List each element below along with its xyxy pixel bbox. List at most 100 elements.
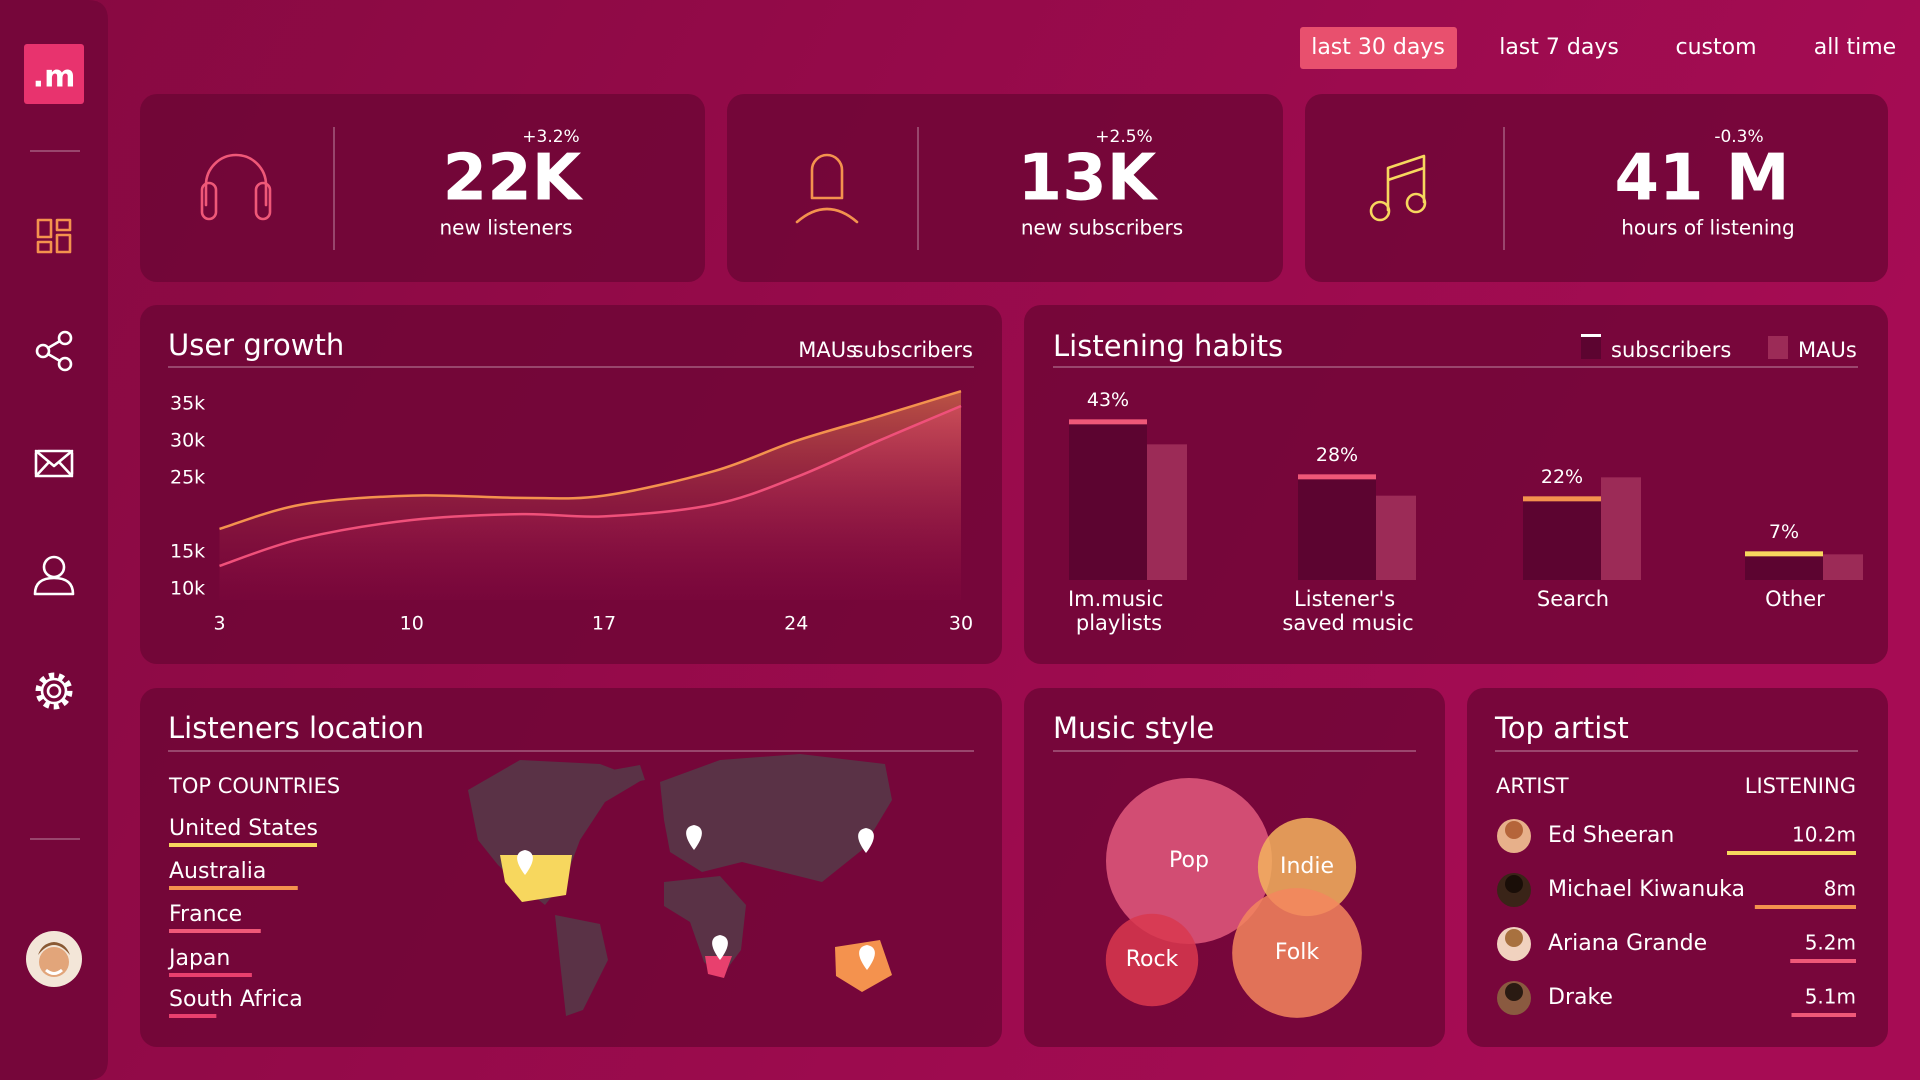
map-highlight <box>705 956 732 978</box>
artist-name[interactable]: Ed Sheeran <box>1548 823 1674 848</box>
kpi-label: hours of listening <box>1621 216 1795 240</box>
value-label: 28% <box>1316 444 1358 466</box>
card-title: Listening habits <box>1053 329 1283 363</box>
bar-accent <box>1298 474 1376 480</box>
user-avatar[interactable] <box>26 931 82 987</box>
logo-box[interactable] <box>24 44 84 104</box>
filter-option[interactable]: last 30 days <box>1311 35 1445 60</box>
column-header: ARTIST <box>1496 774 1569 798</box>
value-label: 43% <box>1087 389 1129 411</box>
value-label: 7% <box>1769 521 1799 543</box>
map-pins <box>517 825 875 970</box>
category-label: Other <box>1765 587 1825 611</box>
artist-name[interactable]: Michael Kiwanuka <box>1548 877 1745 902</box>
category-label: Im.music playlists <box>1068 587 1170 635</box>
map-highlight <box>500 855 572 902</box>
mail-icon[interactable] <box>34 449 74 478</box>
x-tick-label: 17 <box>592 613 616 635</box>
artist-name[interactable]: Drake <box>1548 985 1613 1010</box>
artist-avatar-hair <box>1505 929 1523 947</box>
share-icon[interactable] <box>35 330 73 372</box>
country-bar <box>169 973 252 977</box>
bar-accent <box>1523 496 1601 502</box>
listening-bar <box>1727 851 1856 855</box>
kpi-value: 41 M <box>1614 142 1789 216</box>
x-tick-label: 24 <box>784 613 808 635</box>
y-tick-label: 25k <box>170 466 205 488</box>
kpi-change: +3.2% <box>522 127 579 147</box>
bar <box>1298 477 1376 580</box>
x-tick-label: 30 <box>949 613 973 635</box>
artist-name[interactable]: Ariana Grande <box>1548 931 1707 956</box>
bubble-label: Folk <box>1275 940 1319 965</box>
dashboard-icon[interactable] <box>36 218 72 254</box>
top-artist-card <box>1467 688 1888 1047</box>
bar <box>1745 554 1823 580</box>
category-label: Listener's saved music <box>1282 587 1413 635</box>
kpi-change: +2.5% <box>1095 127 1152 147</box>
legend-label[interactable]: MAUs <box>798 338 857 362</box>
country-label[interactable]: France <box>169 902 242 927</box>
column-header: LISTENING <box>1745 774 1856 798</box>
card-title: Listeners location <box>168 711 424 745</box>
listening-habits-card <box>1024 305 1888 664</box>
card-title: Top artist <box>1494 711 1629 745</box>
legend-label[interactable]: MAUs <box>1798 338 1857 362</box>
kpi-value: 13K <box>1018 142 1159 216</box>
bubble-label: Pop <box>1169 848 1209 873</box>
sidebar <box>0 0 108 1080</box>
bubble <box>1105 913 1199 1007</box>
filter-option[interactable]: custom <box>1675 35 1756 60</box>
bubble-label: Indie <box>1280 854 1334 879</box>
legend-swatch <box>1581 336 1601 359</box>
person-icon <box>795 153 859 224</box>
y-tick-label: 15k <box>170 540 205 562</box>
artist-avatar-hair <box>1505 821 1523 839</box>
bubble <box>1232 888 1362 1018</box>
listening-bar <box>1790 959 1856 963</box>
settings-icon[interactable] <box>35 672 73 710</box>
category-label: Search <box>1537 587 1609 611</box>
artist-avatar-hair <box>1505 983 1523 1001</box>
user-icon[interactable] <box>33 555 75 596</box>
bar <box>1069 422 1147 580</box>
listening-value: 5.2m <box>1805 931 1856 955</box>
line <box>219 404 962 568</box>
legend-label[interactable]: subscribers <box>1611 338 1731 362</box>
country-bar <box>169 886 298 890</box>
country-label[interactable]: Australia <box>169 859 266 884</box>
filter-option[interactable]: last 7 days <box>1499 35 1619 60</box>
country-label[interactable]: South Africa <box>169 987 303 1012</box>
bar-accent <box>1069 419 1147 425</box>
legend-label[interactable]: subscribers <box>853 338 973 362</box>
country-bar <box>169 929 261 933</box>
country-label[interactable]: United States <box>169 816 318 841</box>
bubble-label: Rock <box>1126 947 1179 972</box>
logo: .m <box>33 60 76 95</box>
kpi-card <box>140 94 705 282</box>
legend-swatch <box>1768 336 1788 359</box>
listening-value: 8m <box>1824 877 1856 901</box>
kpi-value: 22K <box>443 142 584 216</box>
legend-swatch-accent <box>1581 334 1601 337</box>
country-bar <box>169 843 317 847</box>
kpi-card <box>1305 94 1888 282</box>
country-label[interactable]: Japan <box>167 946 230 971</box>
listening-bar <box>1791 1013 1856 1017</box>
bar <box>1823 554 1863 580</box>
country-bar <box>169 1014 217 1018</box>
filter-active-bg[interactable] <box>1300 27 1457 69</box>
filter-option[interactable]: all time <box>1814 35 1896 60</box>
artist-avatar-hair <box>1505 875 1523 893</box>
map-highlight <box>835 940 892 992</box>
listening-value: 10.2m <box>1792 823 1856 847</box>
headphones-icon <box>200 153 272 221</box>
music-icon <box>1369 154 1427 222</box>
card-title: Music style <box>1053 711 1214 745</box>
section-heading: TOP COUNTRIES <box>168 774 340 798</box>
bar <box>1147 444 1187 580</box>
bar <box>1376 495 1416 580</box>
y-tick-label: 10k <box>170 577 205 599</box>
